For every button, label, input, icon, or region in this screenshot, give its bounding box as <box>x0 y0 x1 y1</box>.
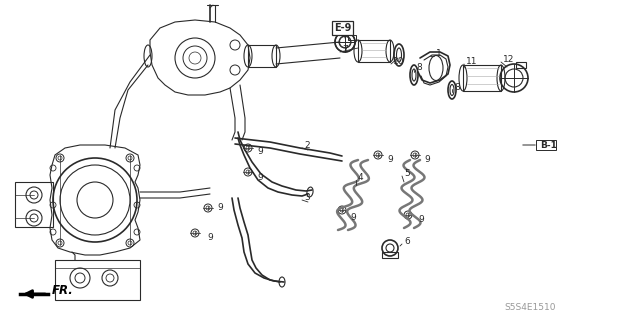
Text: FR.: FR. <box>52 285 74 298</box>
Text: 9: 9 <box>387 155 393 165</box>
Bar <box>248 45 276 67</box>
Bar <box>463 65 501 91</box>
Text: 1: 1 <box>436 49 442 58</box>
Text: 5: 5 <box>404 169 410 179</box>
Text: 9: 9 <box>350 212 356 221</box>
Bar <box>516 62 526 68</box>
Text: 2: 2 <box>304 142 310 151</box>
Text: 11: 11 <box>466 57 477 66</box>
Text: B-1: B-1 <box>540 140 557 150</box>
Text: 9: 9 <box>207 234 212 242</box>
Bar <box>15 182 53 227</box>
Text: 9: 9 <box>257 147 263 157</box>
Bar <box>382 252 398 258</box>
FancyArrowPatch shape <box>26 291 45 297</box>
Text: 8: 8 <box>454 83 460 92</box>
Text: 9: 9 <box>424 155 429 165</box>
Text: 9: 9 <box>217 203 223 211</box>
Text: E-9: E-9 <box>334 23 351 33</box>
Text: S5S4E1510: S5S4E1510 <box>504 303 556 313</box>
Bar <box>536 140 556 150</box>
Text: 3: 3 <box>304 194 310 203</box>
Bar <box>348 35 356 40</box>
Text: 9: 9 <box>257 173 263 182</box>
Bar <box>55 260 140 300</box>
Text: 7: 7 <box>342 46 348 55</box>
Text: 12: 12 <box>503 56 515 64</box>
Bar <box>358 40 390 62</box>
Text: 8: 8 <box>416 63 422 72</box>
Text: 4: 4 <box>358 174 364 182</box>
Text: 9: 9 <box>418 216 424 225</box>
Text: 6: 6 <box>404 238 410 247</box>
Text: 10: 10 <box>393 57 404 66</box>
